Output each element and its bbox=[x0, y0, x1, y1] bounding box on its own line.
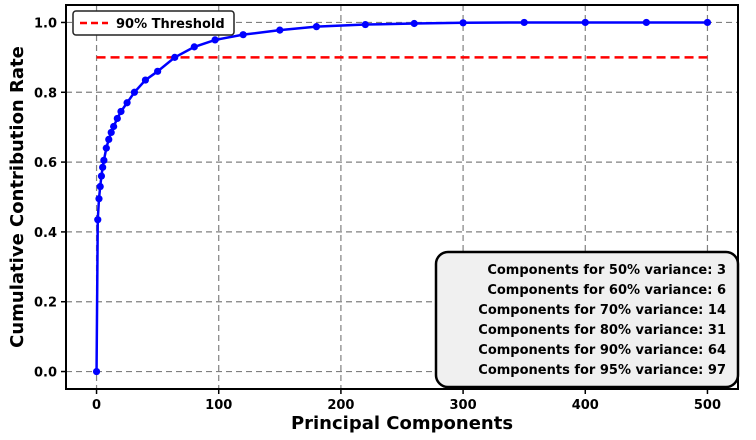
cumulative-point bbox=[154, 67, 162, 75]
cumulative-point bbox=[92, 367, 101, 376]
cumulative-point bbox=[141, 76, 150, 84]
variance-line-80: Components for 80% variance: 31 bbox=[478, 323, 726, 338]
y-tick-label: 0.4 bbox=[34, 226, 57, 241]
variance-line-50: Components for 50% variance: 3 bbox=[487, 263, 726, 278]
cumulative-point bbox=[171, 53, 179, 61]
cumulative-point bbox=[96, 182, 104, 191]
x-tick-label: 200 bbox=[327, 398, 354, 413]
cumulative-point bbox=[102, 144, 110, 152]
variance-line-70: Components for 70% variance: 14 bbox=[478, 303, 726, 318]
series-layer bbox=[92, 18, 712, 376]
x-tick-label: 100 bbox=[205, 398, 232, 413]
variance-summary-box: Components for 50% variance: 3 Component… bbox=[434, 250, 740, 389]
variance-line-60: Components for 60% variance: 6 bbox=[487, 283, 726, 298]
cumulative-point bbox=[276, 26, 284, 34]
x-axis-title: Principal Components bbox=[291, 413, 513, 434]
cumulative-point bbox=[117, 107, 125, 116]
cumulative-point bbox=[99, 163, 107, 171]
cumulative-point bbox=[312, 23, 321, 31]
legend: 90% Threshold bbox=[72, 10, 235, 36]
legend-threshold-label: 90% Threshold bbox=[116, 17, 225, 32]
y-tick-label: 0.2 bbox=[34, 296, 57, 311]
axis-ticks: 0 100 200 300 400 500 0.0 0.2 0.4 0.6 0.8 1.0 bbox=[34, 16, 721, 413]
cumulative-point bbox=[190, 43, 198, 51]
cumulative-point bbox=[211, 36, 219, 44]
cumulative-point bbox=[410, 19, 418, 28]
x-tick-label: 500 bbox=[694, 398, 721, 413]
cumulative-point bbox=[123, 99, 131, 107]
x-tick-label: 300 bbox=[450, 398, 477, 413]
y-tick-label: 0.6 bbox=[34, 156, 57, 171]
cumulative-point bbox=[361, 20, 369, 29]
x-tick-label: 400 bbox=[572, 398, 599, 413]
cumulative-point bbox=[97, 172, 106, 180]
variance-line-95: Components for 95% variance: 97 bbox=[478, 363, 726, 378]
y-tick-label: 1.0 bbox=[34, 16, 57, 31]
cumulative-point bbox=[642, 18, 650, 27]
plot-frame bbox=[65, 4, 739, 390]
cumulative-point bbox=[520, 18, 528, 27]
cumulative-point bbox=[107, 128, 115, 137]
y-tick-label: 0.8 bbox=[34, 86, 57, 101]
variance-line-90: Components for 90% variance: 64 bbox=[478, 343, 726, 358]
legend-box bbox=[72, 10, 235, 36]
y-tick-label: 0.0 bbox=[34, 366, 57, 381]
cumulative-point bbox=[113, 114, 121, 123]
cumulative-point bbox=[110, 122, 118, 131]
cumulative-point bbox=[105, 135, 113, 143]
cumulative-point bbox=[703, 18, 712, 27]
y-axis-title: Cumulative Contribution Rate bbox=[7, 46, 28, 348]
cumulative-point bbox=[94, 216, 102, 224]
cumulative-point bbox=[459, 19, 467, 27]
cumulative-point bbox=[95, 195, 103, 203]
cumulative-point bbox=[239, 31, 247, 39]
cumulative-point bbox=[100, 156, 108, 164]
x-tick-label: 0 bbox=[92, 398, 101, 413]
cumulative-point bbox=[130, 88, 139, 96]
cumulative-point bbox=[581, 18, 589, 27]
variance-summary-background bbox=[434, 250, 740, 389]
